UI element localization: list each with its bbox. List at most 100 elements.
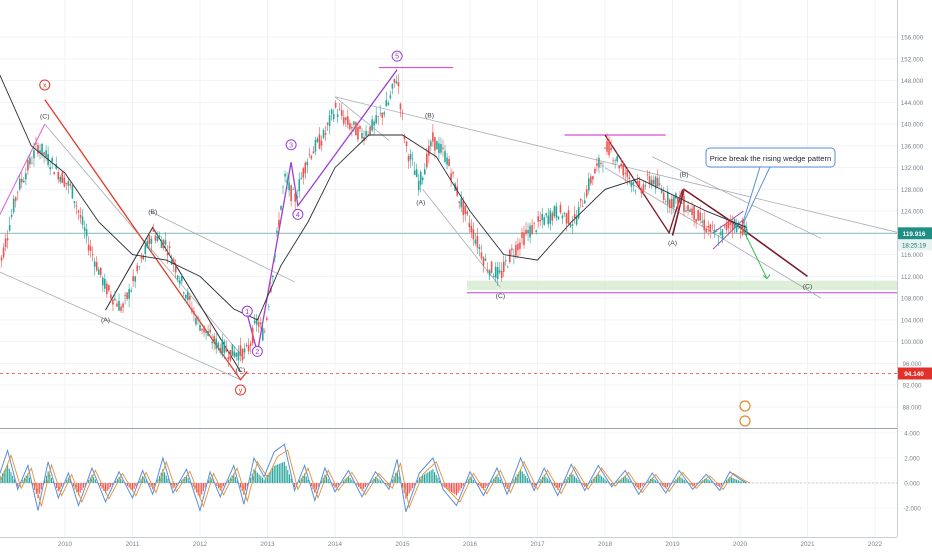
- candle-body: [377, 116, 379, 117]
- candle-body: [317, 138, 319, 142]
- candle-body: [564, 213, 566, 214]
- candle-body: [215, 339, 217, 349]
- last-price-value: 119.916: [903, 231, 926, 238]
- wave-label: (C): [496, 293, 505, 300]
- candle-body: [284, 174, 286, 177]
- candle-body: [25, 173, 27, 179]
- candle-body: [45, 150, 47, 157]
- candle-body: [475, 240, 477, 244]
- candle-body: [250, 343, 252, 345]
- event-icon[interactable]: [740, 401, 750, 411]
- candle-body: [9, 225, 11, 230]
- dark-red-wave[interactable]: [605, 135, 683, 233]
- candle-body: [149, 235, 151, 244]
- candle-body: [274, 254, 276, 257]
- candle-body: [406, 142, 408, 146]
- candle-body: [21, 179, 23, 182]
- candle-body: [712, 226, 714, 227]
- candle-body: [300, 178, 302, 179]
- candle-body: [169, 246, 171, 248]
- candle-body: [521, 232, 523, 238]
- candle-body: [481, 252, 483, 258]
- candle-body: [335, 103, 337, 108]
- candle-body: [667, 192, 669, 205]
- wave-label: 3: [289, 142, 293, 149]
- candle-body: [104, 279, 106, 289]
- candle-body: [388, 103, 390, 105]
- candle-body: [383, 112, 385, 114]
- time-tick-label: 2015: [395, 541, 410, 548]
- candle-body: [29, 158, 31, 165]
- candle-body: [53, 172, 55, 174]
- candle-body: [290, 185, 292, 201]
- candle-body: [507, 267, 509, 268]
- candle-body: [671, 199, 673, 208]
- trendline-drawings[interactable]: [0, 68, 922, 380]
- candle-body: [580, 199, 582, 201]
- candle-body: [325, 133, 327, 135]
- candle-body: [294, 193, 296, 201]
- candle-body: [242, 349, 244, 360]
- candle-body: [529, 226, 531, 238]
- candle-body: [477, 236, 479, 248]
- candle-body: [347, 116, 349, 125]
- candle-body: [246, 345, 248, 346]
- time-tick-label: 2018: [598, 541, 613, 548]
- candle-body: [414, 170, 416, 175]
- candle-body: [525, 230, 527, 234]
- candle-body: [17, 192, 19, 193]
- candle-body: [519, 243, 521, 249]
- candle-body: [584, 200, 586, 203]
- candle-body: [379, 113, 381, 114]
- candle-body: [201, 329, 203, 331]
- candle-body: [527, 230, 529, 233]
- grey-channel-line[interactable]: [149, 211, 294, 282]
- candle-body: [633, 182, 635, 185]
- price-candles: [0, 74, 748, 367]
- time-tick-label: 2022: [868, 541, 883, 548]
- candle-body: [586, 189, 588, 196]
- candle-body: [292, 189, 294, 190]
- candle-body: [128, 289, 130, 299]
- candle-body: [86, 229, 88, 236]
- event-icon[interactable]: [740, 416, 750, 426]
- candle-body: [78, 211, 80, 213]
- candle-body: [554, 207, 556, 217]
- time-tick-label: 2016: [463, 541, 478, 548]
- candle-body: [576, 217, 578, 224]
- candle-body: [408, 156, 410, 161]
- candle-body: [369, 127, 371, 135]
- candle-body: [746, 229, 748, 236]
- candle-body: [35, 143, 37, 144]
- candle-body: [371, 119, 373, 130]
- candle-body: [122, 304, 124, 308]
- candle-body: [13, 199, 15, 212]
- candle-body: [288, 183, 290, 191]
- candle-body: [234, 351, 236, 357]
- candle-body: [187, 292, 189, 300]
- candle-body: [412, 159, 414, 160]
- candle-body: [422, 178, 424, 180]
- candle-body: [177, 276, 179, 280]
- candle-body: [68, 181, 70, 186]
- candle-body: [157, 236, 159, 241]
- candle-body: [533, 223, 535, 224]
- time-tick-label: 2020: [733, 541, 748, 548]
- candle-body: [209, 330, 211, 333]
- candle-body: [266, 318, 268, 320]
- candle-body: [94, 262, 96, 267]
- candle-body: [319, 134, 321, 149]
- time-tick-label: 2013: [260, 541, 275, 548]
- wave-label: (B): [148, 209, 157, 216]
- callout-box[interactable]: Price break the rising wedge pattern: [706, 148, 835, 167]
- candle-body: [495, 267, 497, 278]
- candle-body: [665, 201, 667, 202]
- candle-body: [442, 148, 444, 149]
- candle-body: [353, 121, 355, 124]
- candle-body: [175, 265, 177, 272]
- candle-body: [545, 213, 547, 215]
- candle-body: [110, 294, 112, 298]
- candle-body: [120, 307, 122, 311]
